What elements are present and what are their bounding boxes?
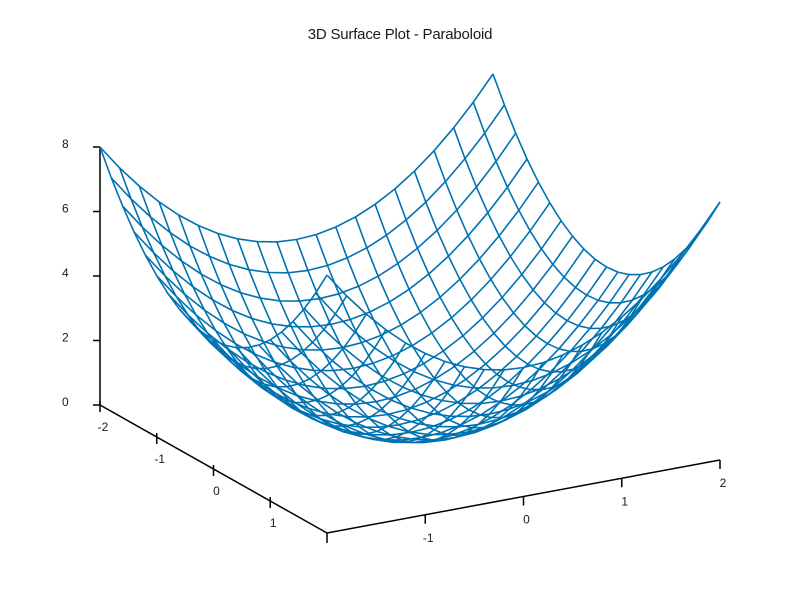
x-tick-label: -2 — [98, 420, 109, 434]
mesh-line-x — [144, 181, 540, 351]
z-tick-label: 8 — [62, 137, 69, 151]
mesh-line-x — [326, 201, 721, 371]
chart-title: 3D Surface Plot - Paraboloid — [307, 26, 493, 43]
mesh-line-x — [303, 235, 698, 405]
mesh-line-y — [99, 146, 328, 349]
mesh-line-y — [315, 234, 544, 436]
mesh-line-y — [452, 127, 682, 330]
z-tick-label: 2 — [62, 331, 69, 345]
tick-labels: 0 2 4 6 8 -2 -1 0 1 -1 0 1 2 — [62, 137, 727, 545]
mesh-line-y — [354, 216, 584, 419]
z-tick-label: 0 — [62, 395, 69, 409]
x-tick-label: -1 — [154, 452, 165, 466]
axes — [93, 146, 721, 543]
wireframe-mesh — [99, 73, 721, 444]
y-tick-label: 2 — [720, 476, 727, 490]
mesh-line-y — [472, 101, 701, 304]
mesh-line-y — [138, 185, 367, 388]
x-tick-label: 1 — [270, 516, 277, 530]
mesh-line-x — [99, 73, 494, 243]
mesh-line-x — [224, 271, 619, 441]
z-tick-label: 4 — [62, 266, 69, 280]
y-tick-label: -1 — [423, 531, 434, 545]
y-tick-label: 0 — [523, 513, 530, 527]
x-tick-label: 0 — [213, 484, 220, 498]
z-tick-label: 6 — [62, 202, 69, 216]
mesh-line-y — [492, 73, 721, 276]
mesh-line-x — [269, 266, 664, 436]
y-tick-label: 1 — [621, 494, 628, 508]
mesh-line-x — [315, 219, 710, 389]
